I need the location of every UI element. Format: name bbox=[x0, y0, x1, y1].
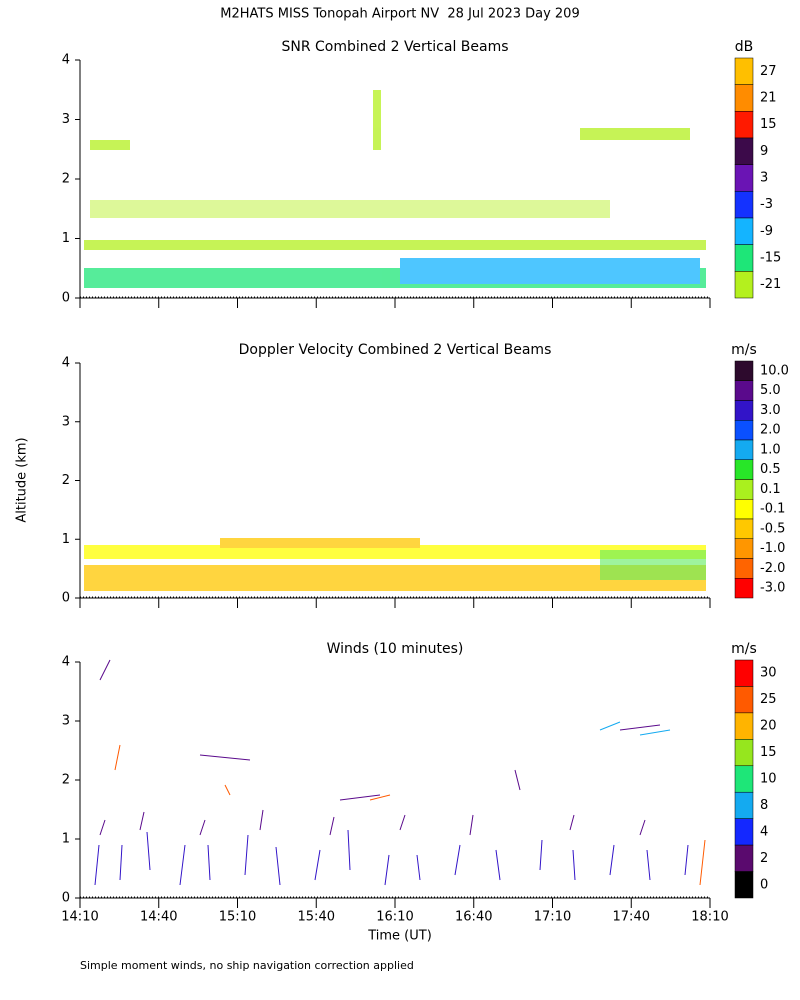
colorbar-segment bbox=[734, 558, 754, 579]
colorbar-unit: dB bbox=[735, 39, 754, 55]
y-tick-label: 0 bbox=[62, 291, 70, 306]
colorbar-label: 0.5 bbox=[760, 462, 781, 477]
colorbar-segment bbox=[734, 791, 754, 819]
colorbar-label: -15 bbox=[760, 251, 781, 266]
colorbar-segment bbox=[734, 439, 754, 460]
x-tick-label: 16:10 bbox=[376, 910, 413, 925]
colorbar-segment bbox=[734, 739, 754, 767]
colorbar-label: 2.0 bbox=[760, 423, 781, 438]
y-tick-label: 2 bbox=[62, 473, 70, 488]
colorbar-label: -3 bbox=[760, 197, 773, 212]
colorbar-label: -3.0 bbox=[760, 581, 785, 596]
footnote: Simple moment winds, no ship navigation … bbox=[80, 959, 414, 972]
colorbar-segment bbox=[734, 844, 754, 872]
y-tick-label: 2 bbox=[62, 172, 70, 187]
colorbar-segment bbox=[734, 818, 754, 846]
colorbar-label: -0.1 bbox=[760, 502, 785, 517]
colorbar-segment bbox=[734, 538, 754, 559]
x-tick-label: 18:10 bbox=[691, 910, 728, 925]
colorbar-label: -9 bbox=[760, 224, 773, 239]
colorbar-segment bbox=[734, 578, 754, 599]
colorbar-segment bbox=[734, 765, 754, 793]
y-tick-label: 3 bbox=[62, 414, 70, 429]
colorbar-segment bbox=[734, 479, 754, 500]
colorbar-segment bbox=[734, 84, 754, 112]
colorbar-segment bbox=[734, 244, 754, 272]
colorbar-label: 3.0 bbox=[760, 403, 781, 418]
colorbar-segment bbox=[734, 191, 754, 219]
colorbar-label: 20 bbox=[760, 719, 777, 734]
colorbar-label: 15 bbox=[760, 745, 777, 760]
colorbar-label: 10 bbox=[760, 772, 777, 787]
colorbar-label: 3 bbox=[760, 171, 768, 186]
y-tick-label: 4 bbox=[62, 356, 70, 371]
colorbar-unit: m/s bbox=[731, 342, 757, 358]
x-axis-label: Time (UT) bbox=[367, 929, 432, 944]
y-tick-label: 1 bbox=[62, 832, 70, 847]
colorbar-segment bbox=[734, 360, 754, 381]
colorbar-label: 27 bbox=[760, 64, 777, 79]
colorbar-unit: m/s bbox=[731, 641, 757, 657]
y-tick-label: 1 bbox=[62, 532, 70, 547]
x-tick-label: 15:40 bbox=[298, 910, 335, 925]
colorbar-label: 8 bbox=[760, 798, 768, 813]
y-tick-label: 4 bbox=[62, 655, 70, 670]
y-tick-label: 4 bbox=[62, 53, 70, 68]
colorbar-segment bbox=[734, 271, 754, 299]
wind-barbs-texture bbox=[94, 659, 706, 886]
colorbar-segment bbox=[734, 137, 754, 165]
x-tick-label: 17:40 bbox=[613, 910, 650, 925]
x-tick-label: 14:10 bbox=[61, 910, 98, 925]
colorbar-label: 21 bbox=[760, 91, 777, 106]
y-tick-label: 3 bbox=[62, 714, 70, 729]
colorbar-segment bbox=[734, 518, 754, 539]
colorbar-label: -21 bbox=[760, 277, 781, 292]
colorbar-label: -1.0 bbox=[760, 541, 785, 556]
colorbar-segment bbox=[734, 459, 754, 480]
x-tick-label: 14:40 bbox=[140, 910, 177, 925]
colorbar-segment bbox=[734, 111, 754, 139]
colorbar-label: -0.5 bbox=[760, 521, 785, 536]
panel-title: Doppler Velocity Combined 2 Vertical Bea… bbox=[239, 342, 552, 358]
colorbar-segment bbox=[734, 686, 754, 714]
colorbar-segment bbox=[734, 659, 754, 687]
colorbar-segment bbox=[734, 217, 754, 245]
colorbar-segment bbox=[734, 420, 754, 441]
colorbar-segment bbox=[734, 57, 754, 85]
colorbar-segment bbox=[734, 712, 754, 740]
colorbar-segment bbox=[734, 400, 754, 421]
colorbar-label: 2 bbox=[760, 851, 768, 866]
colorbar-label: 5.0 bbox=[760, 383, 781, 398]
y-tick-label: 0 bbox=[62, 591, 70, 606]
field-texture bbox=[84, 90, 706, 591]
y-tick-label: 1 bbox=[62, 231, 70, 246]
colorbar-label: 25 bbox=[760, 692, 777, 707]
y-tick-label: 0 bbox=[62, 891, 70, 906]
colorbar-segment bbox=[734, 871, 754, 899]
x-tick-label: 15:10 bbox=[219, 910, 256, 925]
panel-title: SNR Combined 2 Vertical Beams bbox=[281, 39, 508, 55]
colorbar-label: 15 bbox=[760, 117, 777, 132]
y-tick-label: 3 bbox=[62, 112, 70, 127]
colorbar-label: 0 bbox=[760, 877, 768, 892]
x-tick-label: 17:10 bbox=[534, 910, 571, 925]
colorbar-label: 4 bbox=[760, 824, 768, 839]
colorbar-label: 30 bbox=[760, 666, 777, 681]
colorbar-label: 10.0 bbox=[760, 363, 789, 378]
y-tick-label: 2 bbox=[62, 773, 70, 788]
main-title: M2HATS MISS Tonopah Airport NV 28 Jul 20… bbox=[220, 7, 579, 22]
colorbar-label: 1.0 bbox=[760, 442, 781, 457]
colorbar-label: 9 bbox=[760, 144, 768, 159]
x-tick-label: 16:40 bbox=[455, 910, 492, 925]
colorbar-segment bbox=[734, 380, 754, 401]
colorbar-segment bbox=[734, 164, 754, 192]
y-axis-label: Altitude (km) bbox=[15, 437, 30, 522]
colorbar-label: -2.0 bbox=[760, 561, 785, 576]
colorbar-label: 0.1 bbox=[760, 482, 781, 497]
colorbar-segment bbox=[734, 499, 754, 520]
panel-title: Winds (10 minutes) bbox=[327, 641, 464, 657]
